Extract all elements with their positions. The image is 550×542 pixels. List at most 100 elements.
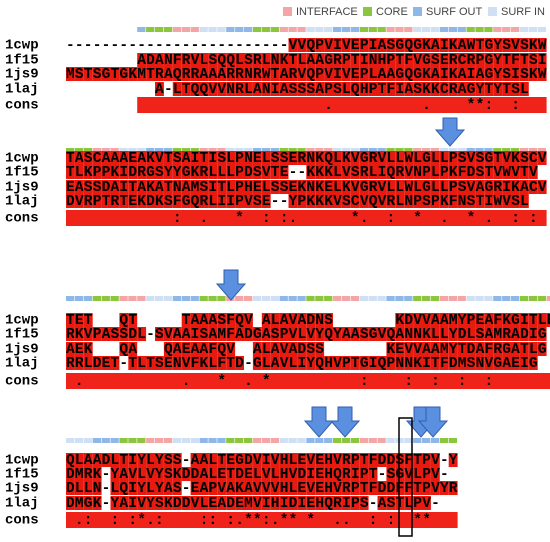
residue-cell	[83, 496, 93, 510]
sequence: AEK QA QAEAAFQV ALAVADSS KEVVAAMYTDAFRGA…	[66, 342, 547, 358]
residue-cell	[484, 38, 494, 52]
residue-cell	[155, 180, 164, 194]
annotation-cell	[74, 438, 84, 443]
annotation-cell	[172, 27, 182, 32]
residue-cell	[386, 82, 396, 96]
residue-cell	[448, 342, 458, 356]
residue-cell	[190, 53, 200, 67]
annotation-cell	[217, 296, 226, 301]
residue-cell	[386, 356, 396, 370]
residue-cell	[430, 327, 440, 341]
legend-label: SURF OUT	[426, 6, 483, 18]
residue-cell	[297, 194, 307, 208]
residue-cell	[448, 327, 458, 341]
residue-cell	[502, 342, 511, 356]
residue-cell	[110, 453, 120, 467]
residue-cell	[235, 467, 244, 481]
residue-cell	[324, 151, 333, 165]
residue-cell	[359, 496, 369, 510]
residue-cell	[315, 53, 325, 67]
residue-cell	[350, 194, 360, 208]
residue-cell	[83, 67, 93, 81]
residue-cell	[190, 165, 200, 179]
annotation-cell	[83, 148, 93, 153]
residue-cell	[315, 356, 325, 370]
residue-cell	[457, 180, 467, 194]
residue-cell	[208, 53, 218, 67]
annotation-cell	[270, 148, 279, 153]
residue-cell	[484, 151, 494, 165]
residue-cell	[377, 151, 387, 165]
residue-cell	[386, 481, 396, 495]
residue-cell	[279, 327, 289, 341]
residue-cell	[350, 496, 360, 510]
residue-cell	[199, 165, 209, 179]
sequence: DLLN-LQIYLYAS-EAPVAKAVVVHLEVEHVRPTFDDFFT…	[66, 481, 458, 497]
residue-cell	[137, 327, 147, 341]
consensus-bar	[137, 97, 547, 113]
residue-cell	[502, 327, 511, 341]
residue-cell	[92, 180, 102, 194]
residue-cell	[252, 467, 262, 481]
residue-cell	[422, 194, 431, 208]
residue-cell	[235, 194, 244, 208]
residue-cell	[528, 180, 538, 194]
annotation-cell	[484, 27, 493, 32]
residue-cell	[110, 180, 120, 194]
residue-cell	[217, 467, 227, 481]
residue-cell	[270, 67, 280, 81]
residue-cell	[252, 327, 262, 341]
annotation-cell	[448, 27, 457, 32]
annotation-cell	[350, 27, 360, 32]
residue-cell	[484, 165, 494, 179]
residue-cell	[404, 151, 414, 165]
residue-cell	[386, 38, 396, 52]
residue-cell	[368, 151, 378, 165]
residue-cell	[466, 356, 476, 370]
residue-cell	[119, 496, 129, 510]
residue-cell	[190, 67, 200, 81]
residue-cell	[350, 82, 360, 96]
residue-cell	[279, 151, 289, 165]
residue-cell	[439, 342, 449, 356]
residue-cell	[217, 342, 227, 356]
residue-cell	[128, 356, 138, 370]
annotation-cell	[315, 296, 324, 301]
annotation-cell	[297, 27, 306, 32]
residue-cell	[244, 165, 253, 179]
residue-cell	[315, 67, 325, 81]
annotation-cell	[146, 27, 155, 32]
residue-cell	[208, 67, 218, 81]
annotation-cell	[341, 296, 351, 301]
residue-cell	[128, 453, 138, 467]
residue-cell	[350, 180, 360, 194]
residue-cell	[422, 53, 431, 67]
residue-cell	[137, 481, 147, 495]
residue-cell	[146, 467, 155, 481]
residue-cell	[368, 82, 378, 96]
residue-cell	[163, 342, 173, 356]
residue-cell	[66, 165, 75, 179]
residue-cell	[341, 180, 351, 194]
annotation-cell	[359, 27, 368, 32]
residue-cell	[244, 151, 253, 165]
residue-cell	[172, 453, 182, 467]
residue-cell	[163, 453, 173, 467]
residue-cell	[484, 180, 494, 194]
residue-cell	[261, 342, 271, 356]
annotation-cell	[439, 438, 449, 443]
residue-cell	[252, 67, 262, 81]
residue-cell	[110, 327, 120, 341]
legend-swatch	[488, 7, 497, 16]
residue-cell	[92, 453, 102, 467]
residue-cell	[324, 356, 333, 370]
residue-cell	[208, 165, 218, 179]
annotation-cell	[537, 148, 546, 153]
annotation-cell	[502, 27, 511, 32]
annotation-cell	[484, 296, 493, 301]
residue-cell	[226, 342, 236, 356]
residue-cell	[404, 67, 414, 81]
annotation-cell	[190, 148, 199, 153]
residue-cell	[83, 327, 93, 341]
